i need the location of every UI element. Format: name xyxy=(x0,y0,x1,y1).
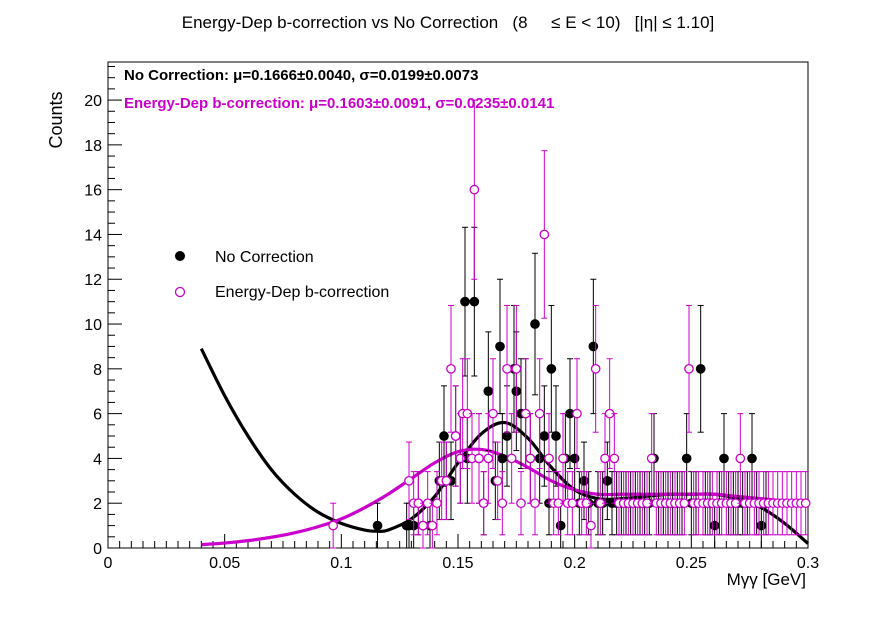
data-point-energy-dep xyxy=(558,453,568,464)
data-point-no-correction xyxy=(756,520,767,531)
data-point-energy-dep xyxy=(800,498,811,509)
data-point-energy-dep xyxy=(441,475,452,486)
data-point-no-correction xyxy=(495,341,505,352)
y-tick-label: 2 xyxy=(93,496,102,513)
data-point-energy-dep xyxy=(455,453,466,464)
y-tick-label: 12 xyxy=(84,272,102,289)
data-point-no-correction xyxy=(530,319,540,329)
y-tick-label: 16 xyxy=(84,183,102,200)
data-point-energy-dep xyxy=(735,453,746,464)
data-point-energy-dep xyxy=(572,408,582,419)
data-point-no-correction xyxy=(372,520,383,531)
y-tick-label: 14 xyxy=(84,227,102,244)
x-tick-label: 0.25 xyxy=(676,555,707,572)
data-point-energy-dep xyxy=(609,453,620,464)
energy-dep-fit-annotation: Energy-Dep b-correction: μ=0.1603±0.0091… xyxy=(124,95,554,112)
data-point-energy-dep xyxy=(488,408,498,419)
legend-marker-energy-dep xyxy=(174,286,186,298)
data-point-no-correction xyxy=(588,341,599,352)
data-point-energy-dep xyxy=(539,229,550,240)
y-tick-label: 10 xyxy=(84,317,102,334)
legend-marker-no-correction xyxy=(175,251,185,261)
data-point-no-correction xyxy=(579,475,589,486)
data-point-energy-dep xyxy=(679,498,690,509)
data-point-energy-dep xyxy=(525,453,536,464)
data-point-no-correction xyxy=(551,431,561,441)
data-point-no-correction xyxy=(602,475,613,486)
y-tick-label: 6 xyxy=(93,407,102,424)
x-tick-label: 0.2 xyxy=(564,555,586,572)
x-tick-label: 0.05 xyxy=(209,555,240,572)
data-point-energy-dep xyxy=(567,498,578,509)
data-point-no-correction xyxy=(555,520,566,531)
data-point-energy-dep xyxy=(432,498,442,509)
y-tick-label: 0 xyxy=(93,541,102,558)
data-point-energy-dep xyxy=(511,363,522,374)
data-point-energy-dep xyxy=(404,475,414,486)
data-point-energy-dep xyxy=(544,453,554,464)
y-tick-label: 18 xyxy=(84,138,102,155)
data-point-no-correction xyxy=(469,296,480,307)
legend-label-energy-dep: Energy-Dep b-correction xyxy=(215,284,389,301)
data-point-energy-dep xyxy=(427,520,438,531)
data-point-no-correction xyxy=(709,520,720,531)
data-point-energy-dep xyxy=(684,363,694,374)
data-point-energy-dep xyxy=(492,475,503,486)
data-point-no-correction xyxy=(569,453,580,464)
legend: No Correction Energy-Dep b-correction xyxy=(174,249,389,301)
data-point-no-correction xyxy=(502,431,512,441)
data-point-no-correction xyxy=(439,431,449,441)
series-marks xyxy=(328,99,811,549)
data-point-energy-dep xyxy=(328,520,339,531)
data-point-energy-dep xyxy=(506,453,517,464)
data-point-no-correction xyxy=(460,296,470,307)
x-tick-label: 0.15 xyxy=(442,555,473,572)
data-point-no-correction xyxy=(539,431,550,441)
data-point-energy-dep xyxy=(483,453,494,464)
data-point-energy-dep xyxy=(446,363,456,374)
data-point-energy-dep xyxy=(600,453,610,464)
data-point-no-correction xyxy=(681,453,692,464)
data-point-energy-dep xyxy=(497,498,508,509)
data-point-energy-dep xyxy=(586,520,596,531)
data-point-no-correction xyxy=(483,386,494,397)
data-point-no-correction xyxy=(497,453,508,464)
data-point-energy-dep xyxy=(502,363,512,374)
y-axis: 0 2 4 6 8 10 12 14 16 18 20 xyxy=(84,65,122,558)
data-point-energy-dep xyxy=(450,431,461,441)
y-axis-label: Counts xyxy=(46,91,66,148)
data-point-energy-dep xyxy=(469,184,480,195)
x-axis: 0 0.05 0.1 0.15 0.2 0.25 0.3 xyxy=(104,534,819,572)
x-axis-label: Mγγ [GeV] xyxy=(727,570,806,589)
y-tick-label: 8 xyxy=(93,362,102,379)
y-tick-label: 20 xyxy=(84,93,102,110)
legend-label-no-correction: No Correction xyxy=(215,249,314,266)
data-point-no-correction xyxy=(695,363,706,374)
no-correction-fit-annotation: No Correction: μ=0.1666±0.0040, σ=0.0199… xyxy=(124,67,478,84)
data-point-energy-dep xyxy=(534,408,545,419)
chart-title: Energy-Dep b-correction vs No Correction… xyxy=(182,13,715,32)
data-point-energy-dep xyxy=(646,453,657,464)
x-tick-label: 0 xyxy=(104,555,113,572)
data-point-energy-dep xyxy=(590,363,601,374)
data-point-no-correction xyxy=(719,453,729,464)
y-tick-label: 4 xyxy=(93,451,102,468)
x-tick-label: 0.3 xyxy=(797,555,819,572)
data-point-energy-dep xyxy=(418,520,428,531)
data-point-no-correction xyxy=(747,453,757,464)
x-tick-label: 0.1 xyxy=(330,555,352,572)
data-point-energy-dep xyxy=(530,498,540,509)
data-point-no-correction xyxy=(546,363,557,374)
data-point-energy-dep xyxy=(474,453,484,464)
data-point-energy-dep xyxy=(516,498,526,509)
